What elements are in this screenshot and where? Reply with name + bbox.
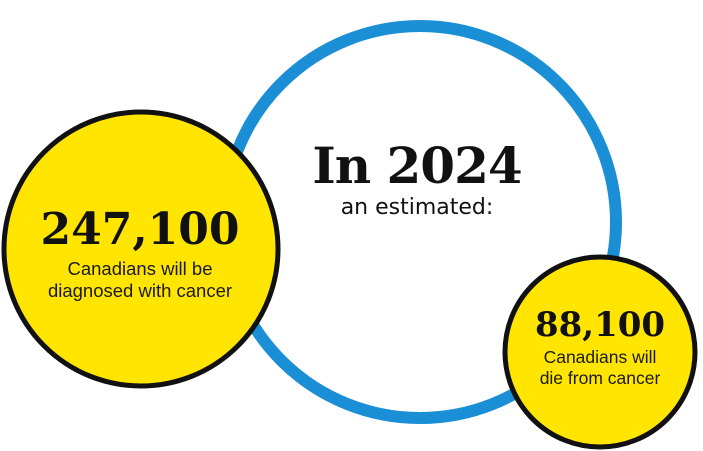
- headline: In 2024 an estimated:: [305, 138, 529, 222]
- deaths-label-line2: die from cancer: [539, 368, 661, 388]
- headline-subline: an estimated:: [340, 195, 494, 220]
- deaths-circle: [502, 254, 698, 450]
- diagnosed-label-line2: diagnosed with cancer: [47, 280, 233, 301]
- diagnosed-stat: 247,100 Canadians will be diagnosed with…: [10, 206, 270, 302]
- deaths-label-line1: Canadians will: [543, 347, 657, 367]
- diagnosed-label-line1: Canadians will be: [67, 258, 213, 279]
- diagnosed-circle: [1, 109, 281, 389]
- deaths-stat: 88,100 Canadians will die from cancer: [500, 306, 700, 389]
- diagnosed-value: 247,100: [40, 204, 240, 255]
- headline-year: In 2024: [312, 136, 522, 195]
- deaths-value: 88,100: [534, 305, 666, 345]
